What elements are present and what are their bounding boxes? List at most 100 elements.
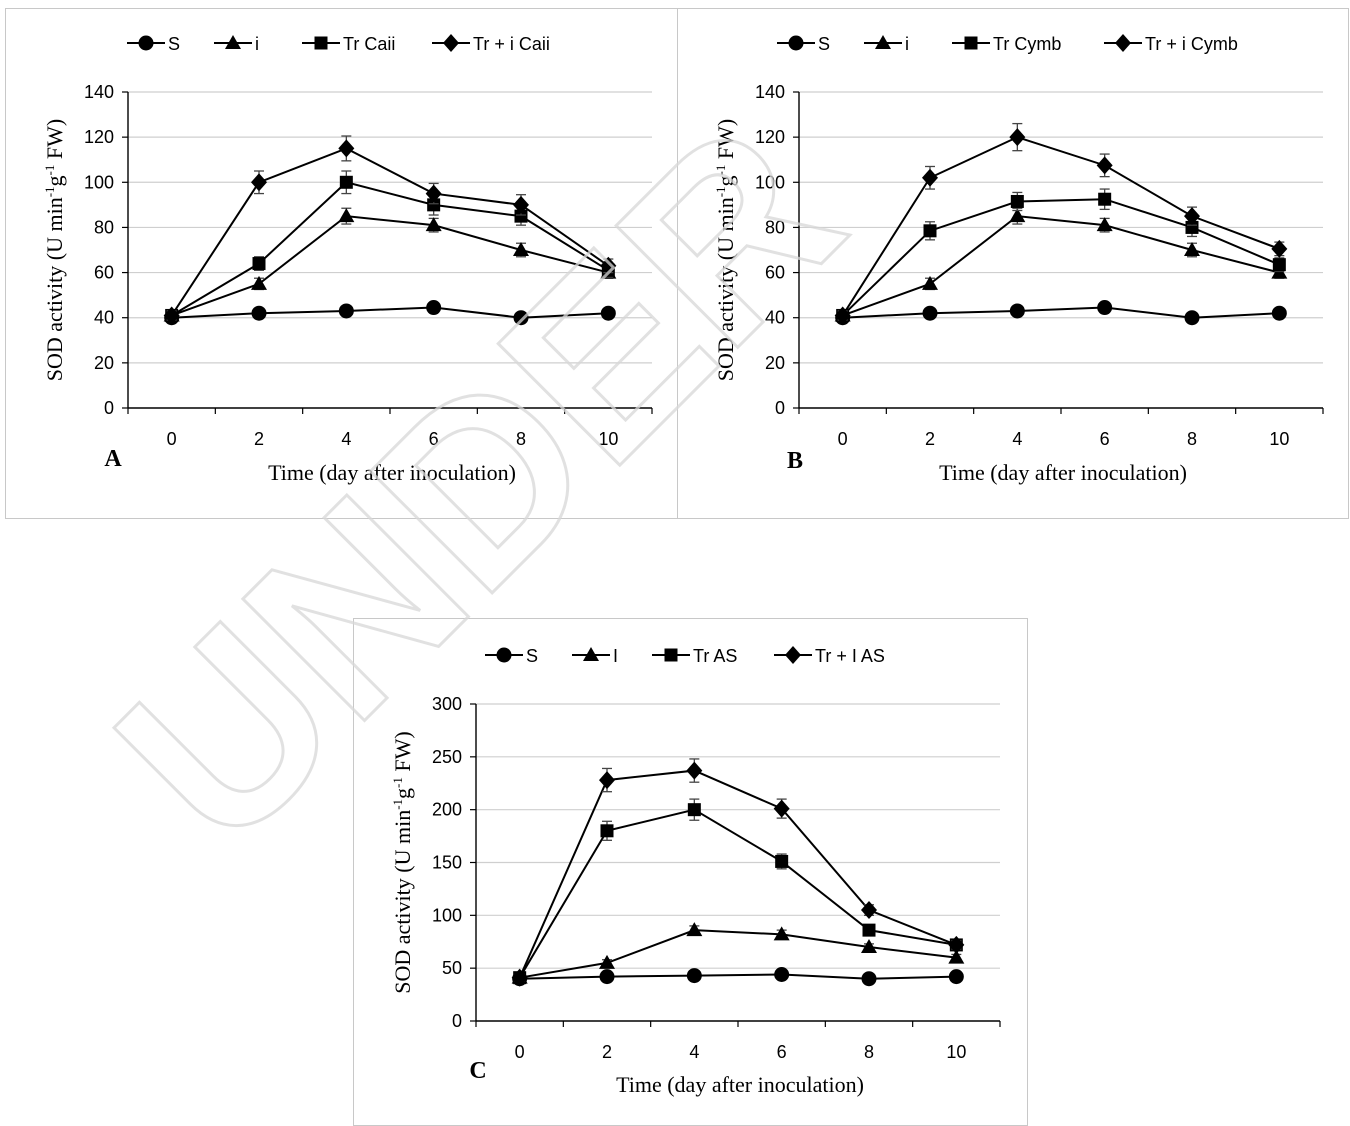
x-tick-label: 4 (689, 1042, 699, 1062)
y-tick-label: 140 (84, 82, 114, 102)
legend-label: Tr + I AS (815, 646, 885, 666)
data-point (948, 949, 965, 964)
x-tick-label: 6 (1100, 429, 1110, 449)
chart-panel-c: 0 50 100 150 200 250 300 0 2 4 6 8 10 Time (day after… (390, 646, 1001, 1097)
y-tick-label: 120 (84, 127, 114, 147)
legend-label: I (613, 646, 618, 666)
x-tick-label: 0 (838, 429, 848, 449)
data-point (1271, 239, 1288, 258)
series-2 (836, 188, 1286, 322)
y-axis-title: SOD activity (U min-1g-1 FW) (42, 119, 67, 381)
data-point (427, 198, 441, 212)
legend-label: i (255, 34, 259, 54)
y-tick-label: 140 (755, 82, 785, 102)
legend-label: i (905, 34, 909, 54)
y-tick-label: 0 (775, 398, 785, 418)
y-tick-label: 100 (432, 905, 462, 925)
y-tick-label: 60 (765, 263, 785, 283)
data-point (687, 803, 701, 817)
data-point (513, 195, 529, 214)
y-tick-label: 100 (84, 172, 114, 192)
panel-label: A (104, 446, 122, 472)
series-line (842, 215, 1280, 317)
x-tick-label: 4 (1012, 429, 1022, 449)
legend-item: Tr + i Cymb (1104, 34, 1238, 54)
x-axis-title: Time (day after inoculation) (616, 1072, 864, 1097)
data-point (862, 923, 876, 937)
panel-a-frame (5, 8, 678, 519)
x-tick-label: 8 (864, 1042, 874, 1062)
y-tick-label: 50 (442, 958, 462, 978)
data-point (948, 935, 965, 954)
legend-marker (443, 34, 459, 52)
series-1 (834, 207, 1288, 322)
x-tick-label: 8 (1187, 429, 1197, 449)
legend-marker (496, 647, 512, 663)
y-tick-label: 20 (765, 353, 785, 373)
panel-b-frame (677, 8, 1349, 519)
data-point (1272, 258, 1286, 272)
y-tick-label: 0 (452, 1011, 462, 1031)
data-point (1010, 194, 1024, 208)
y-tick-label: 120 (755, 127, 785, 147)
x-tick-label: 10 (946, 1042, 966, 1062)
y-axis-title: SOD activity (U min-1g-1 FW) (713, 119, 738, 381)
data-point (339, 175, 353, 189)
data-point (338, 208, 355, 223)
x-tick-label: 10 (598, 429, 618, 449)
data-point (600, 824, 614, 838)
data-point (773, 799, 790, 818)
x-tick-label: 10 (1269, 429, 1289, 449)
series-line (171, 306, 609, 319)
legend-item: i (864, 34, 909, 54)
chart-panel-b: 0 20 40 60 80 100 120 140 0 2 4 6 8 10 Time (day after… (713, 34, 1324, 485)
data-point (252, 257, 266, 271)
panel-label: C (469, 1058, 486, 1084)
y-tick-label: 40 (765, 308, 785, 328)
legend-marker (664, 648, 678, 662)
legend: S I Tr AS Tr + I AS (485, 646, 885, 666)
data-point (922, 168, 938, 187)
data-point (163, 306, 180, 325)
y-tick-label: 20 (94, 353, 114, 373)
x-tick-label: 0 (515, 1042, 525, 1062)
legend-label: Tr Caii (343, 34, 395, 54)
legend-marker (1115, 34, 1131, 52)
x-axis-title: Time (day after inoculation) (268, 460, 516, 485)
data-point (599, 969, 615, 985)
data-point (1096, 217, 1113, 232)
legend-label: Tr + i Caii (473, 34, 550, 54)
data-point (1098, 192, 1112, 206)
data-point (1009, 303, 1025, 319)
legend-marker (875, 35, 891, 49)
legend-item: S (127, 34, 180, 54)
legend-item: Tr Cymb (952, 34, 1061, 54)
panel-label: B (787, 448, 803, 474)
legend-item: Tr Caii (302, 34, 395, 54)
data-point (251, 173, 267, 192)
legend-item: S (777, 34, 830, 54)
legend-item: I (572, 646, 618, 666)
data-point (599, 954, 615, 969)
data-point (922, 305, 938, 321)
series-line (519, 973, 957, 980)
data-point (1184, 207, 1200, 226)
series-line (170, 147, 609, 317)
legend-marker (964, 36, 978, 50)
data-point (834, 306, 851, 325)
data-point (1184, 310, 1200, 326)
data-point (426, 300, 442, 316)
data-point (773, 926, 790, 941)
data-point (1009, 208, 1026, 223)
y-tick-label: 60 (94, 263, 114, 283)
legend-item: S (485, 646, 538, 666)
data-point (1009, 128, 1026, 147)
legend-item: Tr + I AS (774, 646, 885, 666)
data-point (514, 209, 528, 223)
series-line (171, 181, 609, 317)
y-tick-label: 0 (104, 398, 114, 418)
x-tick-label: 6 (429, 429, 439, 449)
